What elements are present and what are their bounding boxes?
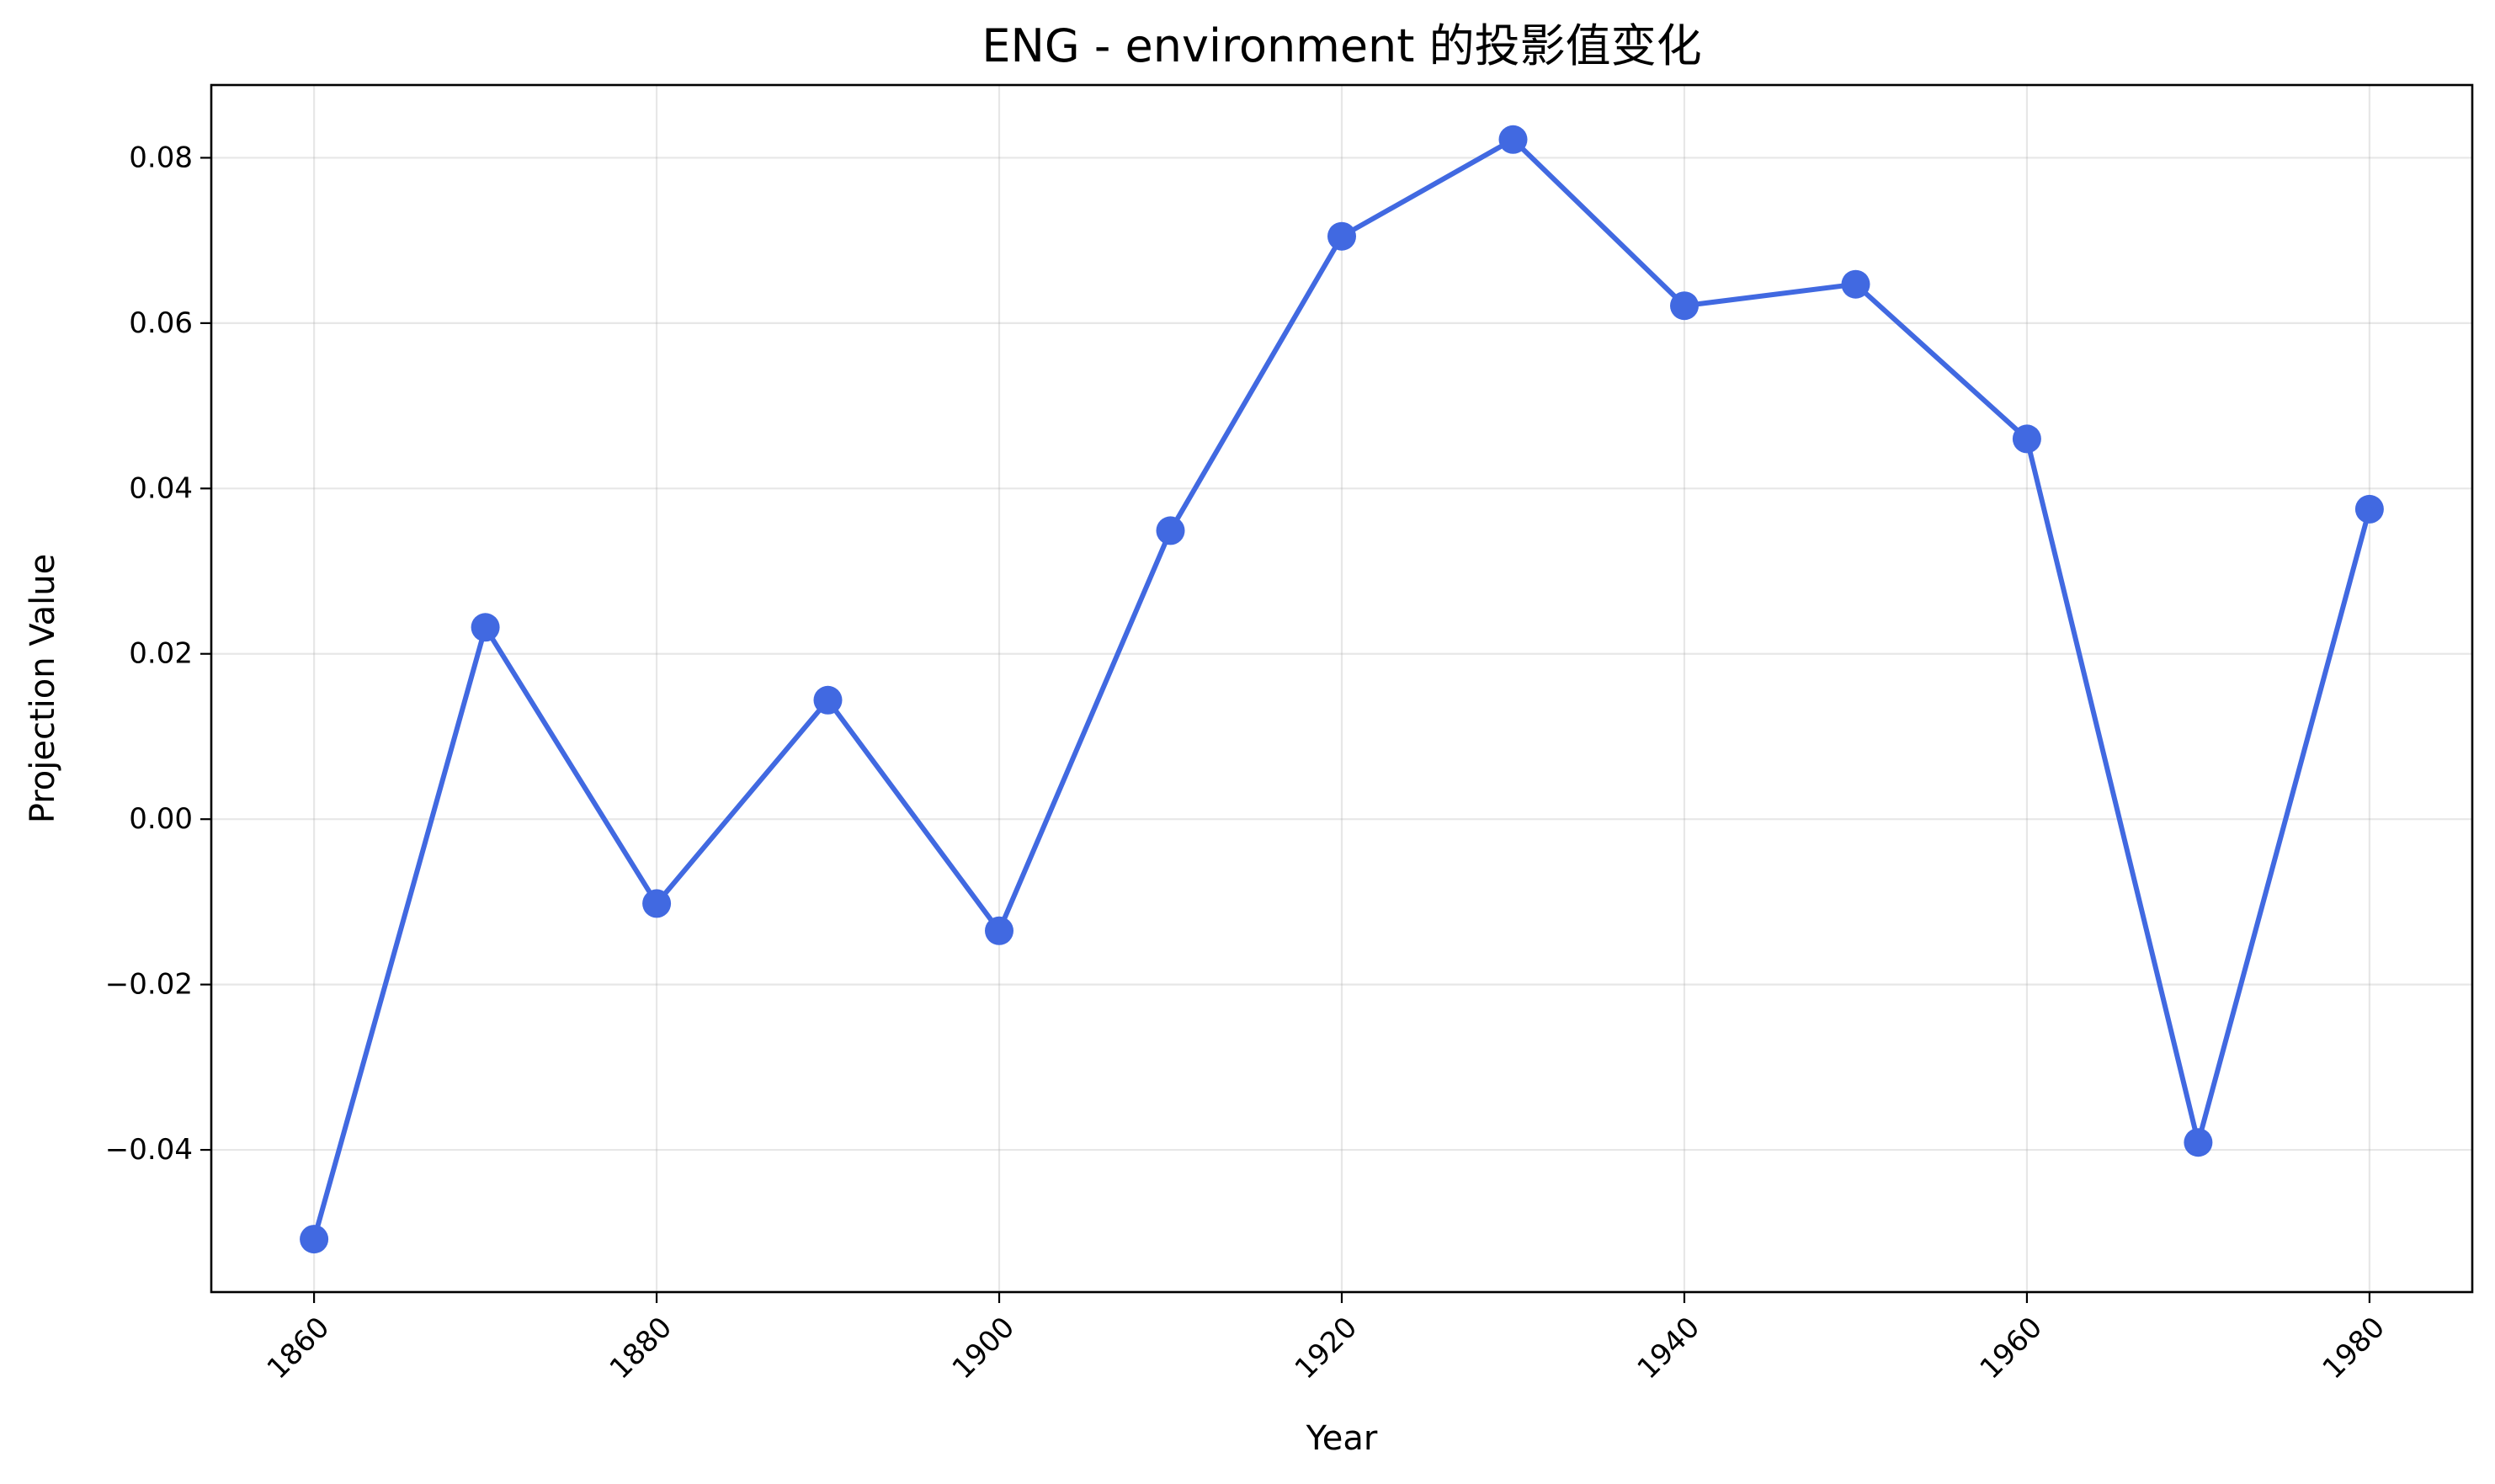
data-point-marker (2184, 1128, 2213, 1157)
y-tick-label: −0.02 (105, 968, 193, 1002)
x-axis-label: Year (1306, 1419, 1378, 1458)
data-point-marker (1498, 125, 1528, 154)
data-point-marker (2012, 424, 2041, 454)
y-tick-label: 0.00 (129, 802, 193, 836)
data-point-marker (1670, 291, 1699, 321)
chart-title: ENG - environment 的投影值变化 (982, 19, 1701, 72)
y-axis-label: Projection Value (24, 554, 62, 823)
data-point-marker (1327, 221, 1356, 251)
data-point-marker (2354, 494, 2384, 524)
data-point-marker (813, 685, 843, 715)
data-point-marker (1156, 516, 1185, 545)
data-point-marker (985, 916, 1013, 945)
y-tick-label: 0.02 (129, 637, 193, 671)
y-tick-label: −0.04 (105, 1133, 193, 1167)
data-point-marker (471, 613, 500, 642)
data-series (300, 125, 2384, 1254)
y-tick-label: 0.04 (129, 471, 193, 505)
data-point-marker (1841, 269, 1870, 299)
grid (211, 85, 2472, 1292)
y-tick-label: 0.08 (129, 141, 193, 174)
data-point-marker (642, 889, 672, 918)
data-point-marker (300, 1225, 329, 1254)
y-tick-label: 0.06 (129, 306, 193, 340)
plot-area-frame (210, 83, 2474, 1294)
